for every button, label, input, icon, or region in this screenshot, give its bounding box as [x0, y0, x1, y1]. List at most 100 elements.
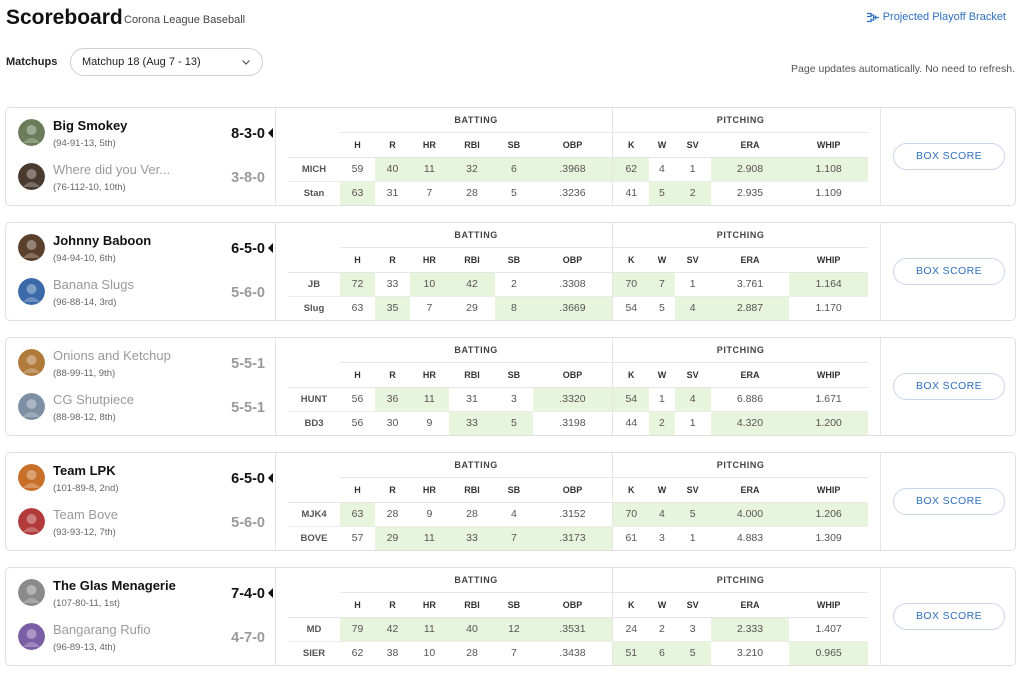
box-score-panel: BOX SCORE	[880, 338, 1015, 435]
stat-cell: 35	[374, 296, 410, 320]
stat-cell: 63	[351, 302, 364, 315]
teams-panel: Team LPK (101-89-8, 2nd) 6-5-0 Team Bove…	[6, 453, 276, 550]
column-header: R	[374, 477, 410, 503]
team-abbr: JB	[288, 272, 340, 297]
team-name[interactable]: Bangarang Rufio	[53, 622, 151, 637]
stats-table: BATTING PITCHING H R HR RBI SB OBP K W SV ERA WHIP…	[288, 568, 868, 665]
matchup-card: Johnny Baboon (94-94-10, 6th) 6-5-0 Bana…	[5, 222, 1016, 321]
batting-header: BATTING	[340, 108, 613, 133]
stat-cell: 72	[340, 272, 375, 297]
stat-cell: 63	[340, 502, 375, 527]
team-avatar	[18, 508, 45, 535]
stat-cell: 7	[495, 526, 533, 550]
team-abbr: MICH	[288, 157, 340, 182]
stat-cell: 1.407	[789, 617, 868, 642]
team-score: 5-6-0	[231, 515, 265, 531]
matchup-select[interactable]: Matchup 18 (Aug 7 - 13)	[70, 48, 263, 76]
team-entry[interactable]: The Glas Menagerie (107-80-11, 1st) 7-4-…	[18, 573, 273, 613]
team-avatar	[18, 349, 45, 376]
stat-cell: .3438	[559, 647, 586, 660]
team-entry[interactable]: Bangarang Rufio (96-89-13, 4th) 4-7-0	[18, 617, 273, 657]
column-header: WHIP	[789, 362, 868, 388]
chevron-down-icon	[242, 60, 250, 65]
team-score: 4-7-0	[231, 630, 265, 646]
stat-cell: .3198	[559, 417, 586, 430]
stat-cell: 40	[374, 157, 410, 182]
box-score-panel: BOX SCORE	[880, 223, 1015, 320]
stat-cell: 3.210	[736, 647, 764, 660]
table-row: HUNT 56 36 11 31 3.3320 54 1 4 6.886 1.671	[288, 387, 868, 412]
column-header: H	[340, 477, 375, 503]
column-header: R	[374, 592, 410, 618]
team-logo-icon	[18, 579, 45, 606]
projected-playoff-bracket-link[interactable]: Projected Playoff Bracket	[866, 11, 1006, 23]
stat-cell: 2	[649, 617, 675, 642]
team-entry[interactable]: Onions and Ketchup (88-99-11, 9th) 5-5-1	[18, 343, 273, 383]
column-header: R	[374, 362, 410, 388]
column-header: OBP	[532, 362, 613, 388]
team-entry[interactable]: Team LPK (101-89-8, 2nd) 6-5-0	[18, 458, 273, 498]
column-header: H	[340, 247, 375, 273]
stat-cell: .3669	[532, 296, 613, 320]
stat-cell: 24	[612, 617, 650, 642]
box-score-button[interactable]: BOX SCORE	[893, 258, 1005, 285]
team-entry[interactable]: Where did you Ver... (76-112-10, 10th) 3…	[18, 157, 273, 197]
stat-cell: 36	[374, 387, 410, 412]
stat-cell: 11	[409, 617, 449, 642]
stat-cell: 4.320	[710, 411, 790, 435]
team-name[interactable]: Team Bove	[53, 507, 119, 522]
auto-update-note: Page updates automatically. No need to r…	[791, 63, 1015, 75]
team-score: 7-4-0	[231, 586, 265, 602]
bracket-link-label[interactable]: Projected Playoff Bracket	[882, 11, 1006, 23]
team-score: 3-8-0	[231, 170, 265, 186]
column-header: K	[612, 362, 650, 388]
box-score-button[interactable]: BOX SCORE	[893, 373, 1005, 400]
team-score: 6-5-0	[231, 471, 265, 487]
stat-cell: 1	[689, 417, 696, 430]
team-record: (88-99-11, 9th)	[53, 368, 116, 379]
stat-cell: 70	[612, 502, 650, 527]
team-entry[interactable]: Big Smokey (94-91-13, 5th) 8-3-0	[18, 113, 273, 153]
column-header: SV	[674, 592, 711, 618]
box-score-button[interactable]: BOX SCORE	[893, 488, 1005, 515]
stat-cell: 70	[612, 272, 650, 297]
column-header: HR	[409, 132, 449, 158]
team-entry[interactable]: Team Bove (93-93-12, 7th) 5-6-0	[18, 502, 273, 542]
team-name[interactable]: Where did you Ver...	[53, 162, 171, 177]
leader-marker-icon	[268, 243, 273, 253]
team-avatar	[18, 393, 45, 420]
team-record: (96-89-13, 4th)	[53, 642, 116, 653]
column-header: WHIP	[789, 592, 868, 618]
stat-cell: .3152	[532, 502, 613, 527]
team-name[interactable]: Banana Slugs	[53, 277, 134, 292]
team-abbr: Slug	[303, 302, 325, 314]
stat-cell: 63	[340, 181, 375, 205]
box-score-button[interactable]: BOX SCORE	[893, 603, 1005, 630]
table-row: JB 72 33 10 42 2.3308 70 7 1 3.761 1.164	[288, 272, 868, 297]
team-entry[interactable]: Johnny Baboon (94-94-10, 6th) 6-5-0	[18, 228, 273, 268]
bracket-icon	[866, 12, 879, 22]
team-avatar	[18, 163, 45, 190]
team-name[interactable]: CG Shutpiece	[53, 392, 134, 407]
stat-cell: 9	[426, 417, 433, 430]
stat-cell: .3236	[559, 187, 586, 200]
stat-cell: 0.965	[789, 641, 868, 665]
stat-cell: 10	[423, 647, 436, 660]
team-name[interactable]: Big Smokey	[53, 118, 128, 133]
box-score-button[interactable]: BOX SCORE	[893, 143, 1005, 170]
team-name[interactable]: The Glas Menagerie	[53, 578, 176, 593]
stat-cell: .3308	[532, 272, 613, 297]
stat-cell: 57	[351, 532, 364, 545]
team-entry[interactable]: CG Shutpiece (88-98-12, 8th) 5-5-1	[18, 387, 273, 427]
table-row: MD 79 42 11 40 12.3531 24 2 3 2.333 1.407	[288, 617, 868, 642]
pitching-header: PITCHING	[612, 223, 868, 248]
team-entry[interactable]: Banana Slugs (96-88-14, 3rd) 5-6-0	[18, 272, 273, 312]
team-name[interactable]: Team LPK	[53, 463, 116, 478]
column-header: W	[649, 247, 675, 273]
team-score: 6-5-0	[231, 241, 265, 257]
stat-cell: 3	[495, 387, 533, 412]
column-header: H	[340, 362, 375, 388]
team-name[interactable]: Johnny Baboon	[53, 233, 152, 248]
team-name[interactable]: Onions and Ketchup	[53, 348, 171, 363]
column-header: SV	[674, 132, 711, 158]
